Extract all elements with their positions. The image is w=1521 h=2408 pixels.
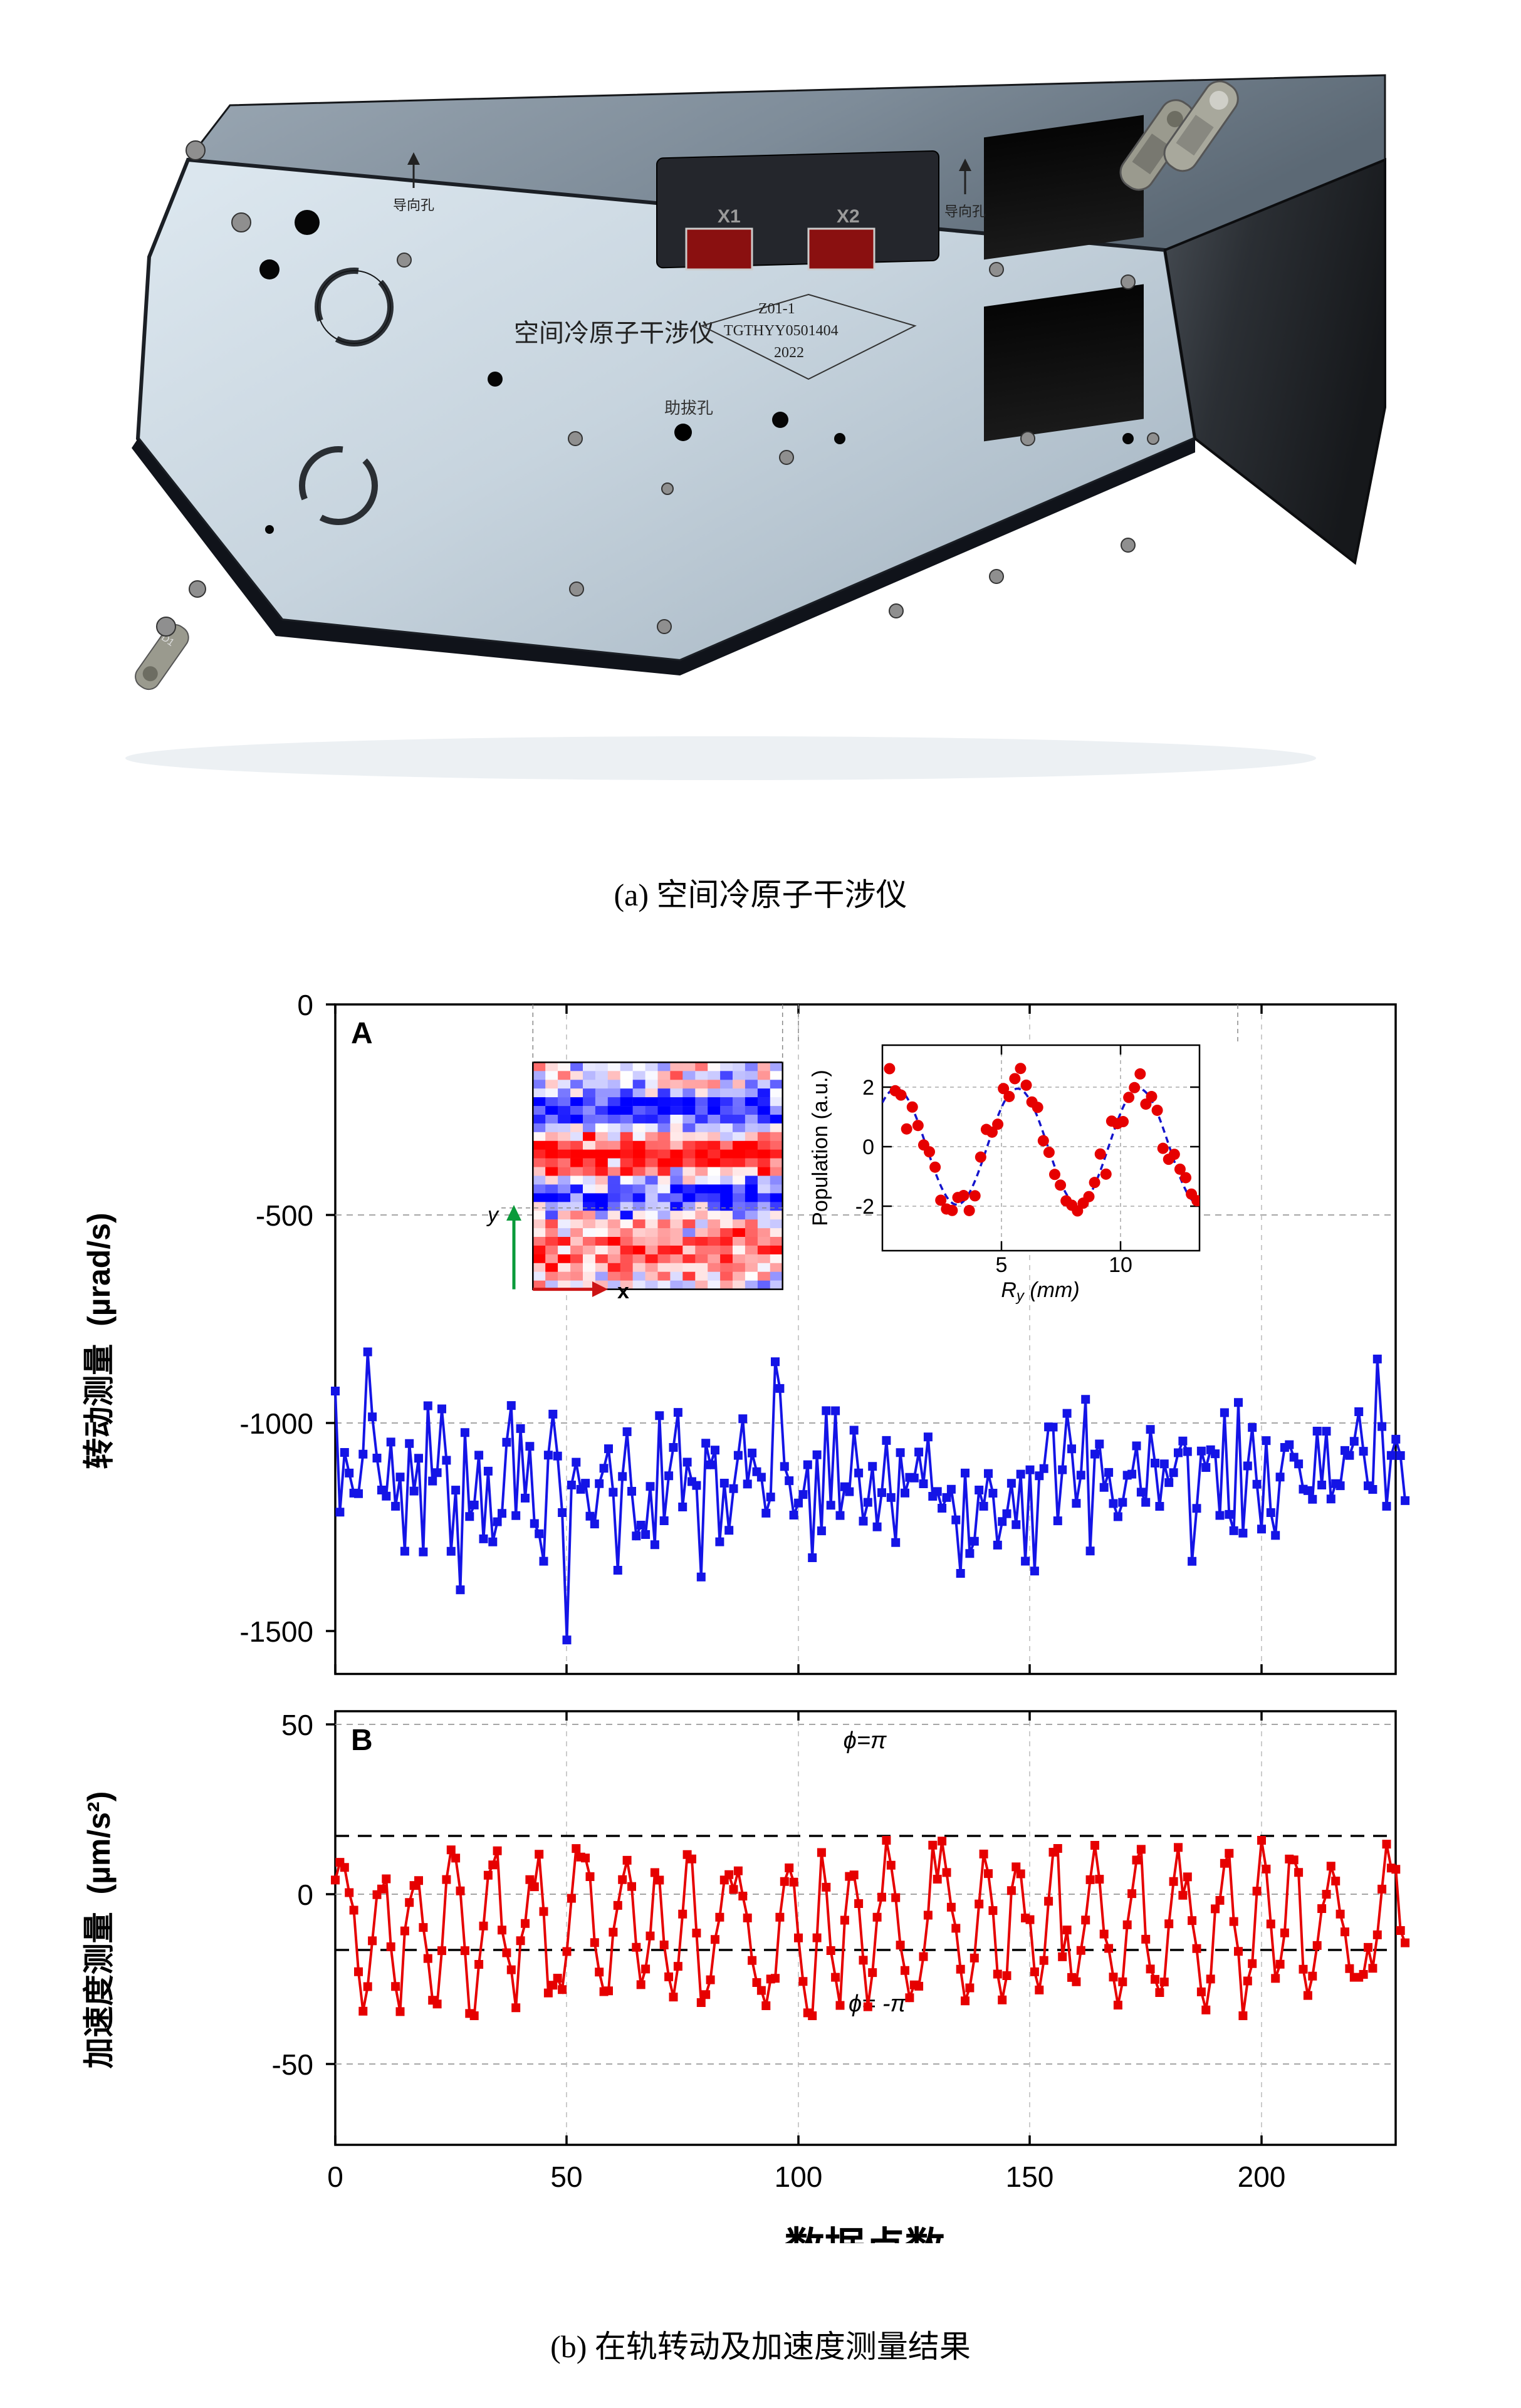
svg-text:100: 100 (775, 2160, 823, 2193)
svg-text:Z01-1: Z01-1 (758, 301, 795, 317)
svg-text:Population (a.u.): Population (a.u.) (808, 1070, 832, 1226)
svg-text:50: 50 (550, 2160, 582, 2193)
svg-text:B: B (351, 1724, 373, 1757)
svg-text:-1000: -1000 (239, 1407, 313, 1440)
svg-text:ϕ=π: ϕ=π (844, 1728, 887, 1754)
svg-text:x: x (617, 1280, 629, 1303)
svg-text:加速度测量 (µm/s²): 加速度测量 (µm/s²) (81, 1791, 117, 2069)
svg-text:0: 0 (862, 1135, 874, 1159)
svg-text:0: 0 (297, 1879, 313, 1911)
svg-text:-2: -2 (855, 1195, 874, 1219)
svg-text:200: 200 (1238, 2160, 1286, 2193)
svg-text:-500: -500 (256, 1199, 313, 1232)
svg-text:50: 50 (281, 1709, 313, 1741)
svg-text:X2: X2 (837, 206, 860, 227)
svg-text:TGTHYY0501404: TGTHYY0501404 (724, 323, 839, 339)
svg-text:0: 0 (327, 2160, 343, 2193)
svg-text:数据点数: 数据点数 (785, 2224, 945, 2243)
svg-text:0: 0 (297, 989, 313, 1021)
svg-text:ϕ= -π: ϕ= -π (849, 1991, 907, 2017)
svg-text:2: 2 (862, 1076, 874, 1100)
svg-text:导向孔: 导向孔 (944, 204, 986, 219)
svg-text:Ry (mm): Ry (mm) (1001, 1278, 1079, 1305)
svg-text:X1: X1 (718, 206, 741, 227)
svg-text:-50: -50 (272, 2048, 313, 2081)
svg-text:转动测量 (µrad/s): 转动测量 (µrad/s) (81, 1212, 117, 1469)
svg-text:助拔孔: 助拔孔 (664, 399, 713, 417)
svg-text:10: 10 (1109, 1253, 1132, 1277)
svg-text:-1500: -1500 (239, 1615, 313, 1648)
svg-text:2022: 2022 (774, 345, 804, 361)
svg-text:y: y (486, 1203, 499, 1227)
svg-text:150: 150 (1006, 2160, 1054, 2193)
svg-text:导向孔: 导向孔 (393, 197, 434, 213)
svg-text:5: 5 (996, 1253, 1008, 1277)
svg-text:空间冷原子干涉仪: 空间冷原子干涉仪 (514, 319, 714, 347)
svg-text:A: A (351, 1017, 373, 1050)
